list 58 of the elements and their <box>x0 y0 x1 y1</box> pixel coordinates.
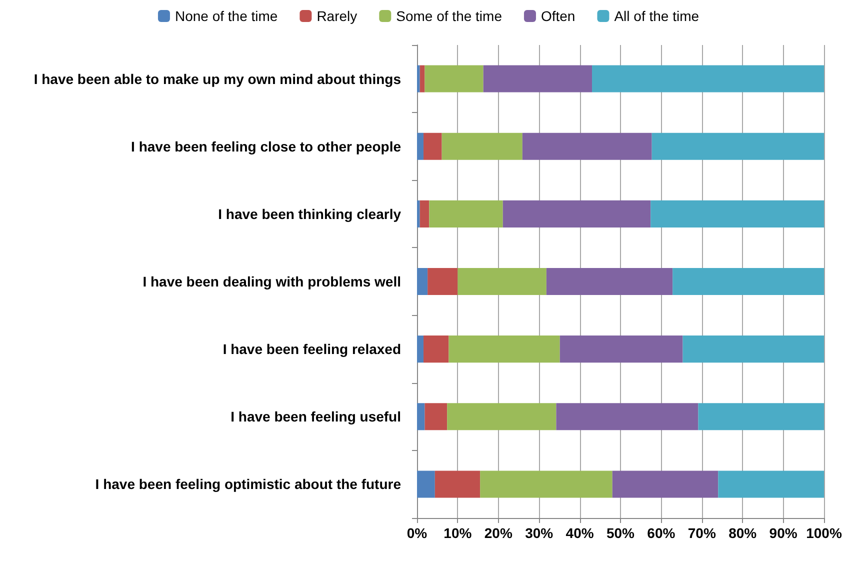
y-tick-label: I have been thinking clearly <box>218 206 402 222</box>
x-tick-label: 30% <box>525 525 554 541</box>
bar <box>424 336 449 363</box>
bar <box>718 470 824 498</box>
bar <box>698 403 824 430</box>
bar <box>546 268 673 296</box>
legend-label: All of the time <box>614 8 700 24</box>
y-tick-label: I have been feeling relaxed <box>222 341 401 358</box>
bar <box>417 336 424 363</box>
bar <box>672 268 824 296</box>
y-tick-label: I have been feeling close to other people <box>131 138 402 154</box>
bar <box>429 200 503 228</box>
bar <box>447 403 556 430</box>
legend-label: Rarely <box>316 8 358 24</box>
x-tick-label: 50% <box>606 525 636 541</box>
bar <box>417 268 428 296</box>
bar <box>480 470 612 498</box>
bar <box>442 132 522 160</box>
x-tick-label: 90% <box>769 525 798 541</box>
legend-label: None of the time <box>174 8 278 24</box>
legend-label: Often <box>540 8 576 24</box>
bar <box>556 403 698 430</box>
x-tick-label: 0% <box>406 525 428 541</box>
x-tick-label: 60% <box>647 525 676 541</box>
bar <box>522 132 652 160</box>
y-tick-label: I have been dealing with problems well <box>142 274 401 290</box>
bar <box>417 65 420 92</box>
bar <box>424 65 484 92</box>
y-tick-label: I have been feeling optimistic about the future <box>95 476 402 492</box>
bar <box>417 403 425 430</box>
x-tick-label: 70% <box>688 525 716 541</box>
bar <box>650 200 824 228</box>
bar <box>428 268 458 296</box>
legend-label: Some of the time <box>396 8 502 24</box>
bar <box>434 470 480 498</box>
bar <box>483 65 592 92</box>
bar <box>502 200 651 228</box>
y-tick-label: I have been able to make up my own mind about things <box>34 70 402 87</box>
bar <box>612 470 718 498</box>
x-tick-label: 10% <box>444 525 472 541</box>
bar <box>592 65 824 92</box>
bar <box>424 132 442 160</box>
x-tick-label: 80% <box>728 525 758 541</box>
bar <box>417 470 435 498</box>
bar <box>560 336 683 363</box>
bar <box>652 132 824 160</box>
bar <box>420 200 430 228</box>
bar <box>448 336 560 363</box>
x-tick-label: 40% <box>566 525 594 541</box>
bar <box>417 132 424 160</box>
bar <box>682 336 824 363</box>
bar <box>424 403 448 430</box>
x-tick-label: 100% <box>806 525 842 541</box>
bar <box>417 200 420 228</box>
bar <box>420 65 425 92</box>
bar <box>458 268 546 296</box>
x-tick-label: 20% <box>484 525 513 541</box>
y-tick-label: I have been feeling useful <box>230 408 401 425</box>
